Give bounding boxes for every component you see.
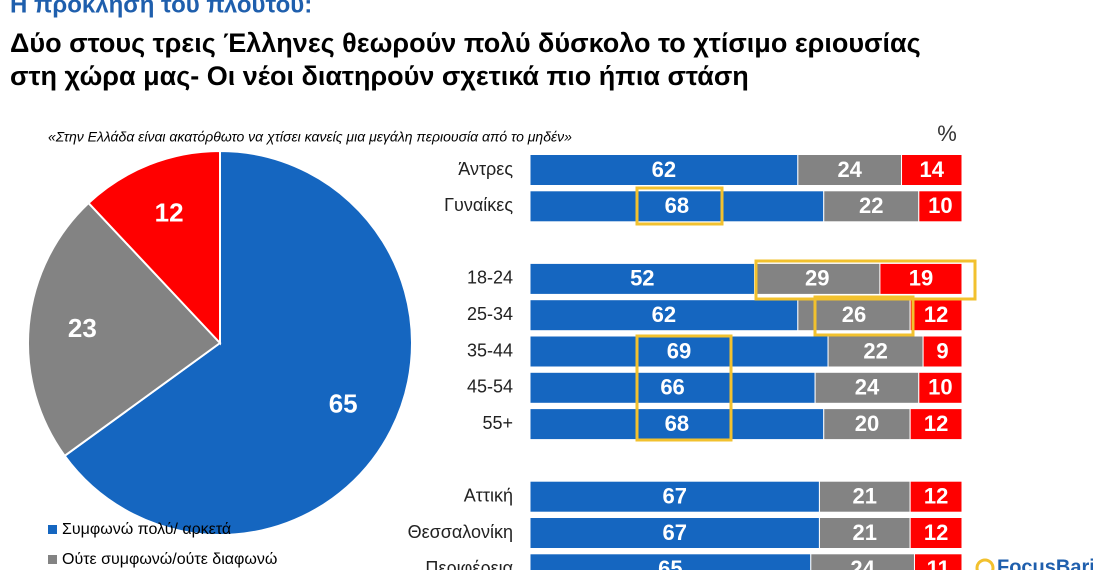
bar-segment	[827, 335, 924, 368]
bar-label: 21	[853, 520, 877, 545]
category-label: 35-44	[467, 340, 513, 360]
bar-segment	[922, 335, 963, 368]
bar-segment	[879, 262, 963, 295]
category-label: Θεσσαλονίκη	[408, 522, 513, 542]
bar-segment	[529, 408, 825, 441]
bar-label: 20	[855, 411, 879, 436]
bar-segment	[901, 154, 963, 186]
bar-label: 52	[630, 266, 654, 291]
bar-segment	[913, 553, 963, 570]
bar-segment	[823, 408, 911, 441]
legend-swatch	[48, 525, 57, 534]
bar-label: 12	[924, 484, 948, 509]
bar-segment	[818, 480, 911, 513]
highlight	[754, 259, 977, 301]
bar-label: 62	[652, 157, 676, 182]
bar-segment	[529, 299, 799, 332]
title: Δύο στους τρεις Έλληνες θεωρούν πολύ δύσ…	[10, 28, 921, 58]
bar-segment	[918, 371, 963, 404]
bar-label: 24	[850, 556, 875, 570]
bar-label: 10	[928, 375, 952, 400]
bar-segment	[529, 480, 820, 513]
bar-segment	[529, 517, 820, 549]
bar-label: 65	[658, 556, 682, 570]
bar-segment	[754, 262, 881, 295]
bar-segment	[909, 517, 963, 549]
bar-label: 68	[665, 193, 689, 218]
bar-label: 24	[855, 375, 880, 400]
bar-label: 12	[924, 520, 948, 545]
bar-segment	[529, 262, 756, 295]
pie-slice	[63, 149, 413, 536]
bar-segment	[909, 299, 963, 332]
bar-label: 62	[652, 302, 676, 327]
quote: «Στην Ελλάδα είναι ακατόρθωτο να χτίσει …	[48, 129, 572, 145]
slice-label: 12	[155, 197, 184, 227]
category-label: 45-54	[467, 377, 513, 397]
bar-label: 22	[859, 193, 883, 218]
bar-label: 69	[667, 338, 691, 363]
legend-label: Συμφωνώ πολύ/ αρκετά	[62, 521, 231, 538]
category-label: Αττική	[464, 485, 513, 505]
bar-segment	[909, 408, 963, 441]
pie-slice	[27, 201, 222, 458]
bar-label: 12	[924, 411, 948, 436]
category-label: Περιφέρεια	[425, 558, 513, 570]
category-label: 25-34	[467, 304, 513, 324]
bar-label: 26	[842, 302, 866, 327]
bar-segment	[823, 190, 920, 223]
marks: 65 23 12 Συμφωνώ πολύ/ αρκετά Ούτε συμφωνώ/ο…	[27, 149, 963, 570]
bar-label: 21	[853, 484, 877, 509]
bar-label: 10	[928, 193, 952, 218]
bar-label: 67	[662, 484, 686, 509]
bar-label: 68	[665, 411, 689, 436]
bar-segment	[529, 371, 816, 404]
bar-label: 22	[863, 338, 887, 363]
bar-label: 9	[936, 338, 948, 363]
bar-segment	[797, 299, 911, 332]
slice-label: 65	[329, 389, 358, 419]
category-label: 55+	[482, 413, 513, 433]
bar-label: 29	[805, 266, 829, 291]
bar-segment	[797, 154, 903, 186]
bar-label: 67	[662, 520, 686, 545]
pie-slice	[87, 149, 221, 346]
legend-label: Ούτε συμφωνώ/ούτε διαφωνώ	[62, 551, 277, 568]
slice-label: 23	[68, 313, 97, 343]
bar-label: 14	[920, 157, 945, 182]
unit: %	[937, 121, 957, 146]
logo-icon	[975, 558, 995, 570]
bar-label: 12	[924, 302, 948, 327]
title: στη χώρα μας- Οι νέοι διατηρούν σχετικά …	[10, 61, 749, 91]
highlight	[635, 334, 733, 442]
bar-segment	[529, 335, 829, 368]
category-label: 18-24	[467, 268, 513, 288]
bar-label: 24	[837, 157, 862, 182]
bar-segment	[909, 480, 963, 513]
category-label: Γυναίκες	[444, 195, 513, 215]
bar-segment	[814, 371, 920, 404]
category-label: Άντρες	[458, 159, 513, 179]
highlight	[813, 295, 915, 337]
bar-segment	[818, 517, 911, 549]
bar-segment	[918, 190, 963, 223]
bar-label: 11	[927, 556, 950, 570]
bar-label: 66	[660, 375, 684, 400]
bar-label: 19	[909, 266, 933, 291]
kicker: Η πρόκληση του πλούτου:	[10, 0, 312, 18]
highlight	[635, 186, 724, 226]
legend-swatch	[48, 555, 57, 564]
logo: FocusBari	[997, 556, 1093, 570]
